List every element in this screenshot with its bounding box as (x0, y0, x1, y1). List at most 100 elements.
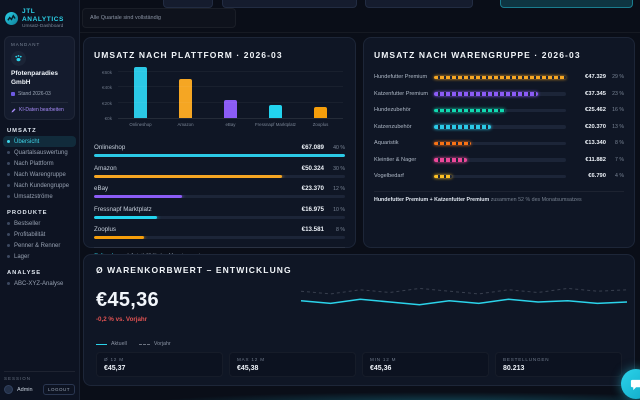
platform-bar-chart: €60k €40k €20k €0k Onlineshop Amazon eBay Fres… (94, 67, 345, 137)
app-subtitle: Umsatz-Dashboard (22, 23, 64, 29)
sidebar-item-nach-warengruppe[interactable]: Nach Warengruppe (3, 169, 76, 180)
bar-chart-column (208, 67, 253, 118)
sidebar: JTL ANALYTICS Umsatz-Dashboard MANDANT P… (0, 0, 80, 400)
sidebar-item-übersicht[interactable]: Übersicht (3, 136, 76, 148)
warengruppe-bar-fill (434, 75, 566, 79)
platform-chart-y-axis: €60k €40k €20k €0k (94, 67, 115, 122)
nav-bullet-icon (7, 184, 10, 188)
mandant-company-name: Pfotenparadies GmbH (11, 70, 58, 86)
platform-row[interactable]: eBay €23.370 12 % (94, 185, 345, 198)
sidebar-item-abc-xyz-analyse[interactable]: ABC-XYZ-Analyse (3, 278, 76, 289)
y-axis-tick-label: €60k (102, 69, 112, 75)
warengruppe-row[interactable]: Vogelbedarf €6.790 4 % (374, 168, 624, 185)
stat-value: €45,36 (370, 365, 392, 372)
platform-row[interactable]: Amazon €50.324 30 % (94, 165, 345, 178)
warengruppe-label: Vogelbedarf (374, 173, 404, 180)
platform-label: Zooplus (94, 226, 117, 233)
bar[interactable] (314, 107, 327, 118)
chat-fab-button[interactable] (621, 369, 640, 399)
sidebar-item-label: Quartalsauswertung (14, 149, 68, 156)
trend-line-aktuell (300, 298, 628, 306)
warengruppe-row[interactable]: Katzenfutter Premium €37.345 23 % (374, 86, 624, 103)
warengruppe-percent: 29 % (612, 74, 624, 81)
edit-data-link[interactable]: KI-Daten bearbeiten (11, 102, 68, 113)
status-pill: Alle Quartale sind vollständig (82, 8, 236, 28)
bar[interactable] (179, 79, 192, 118)
platform-label: eBay (94, 185, 109, 192)
warengruppe-bar-fill (434, 158, 467, 162)
warengruppe-bar-track (434, 75, 566, 79)
chat-bubble-icon (630, 379, 640, 390)
mandant-stand: Stand 2026-03 (11, 91, 68, 97)
bar[interactable] (134, 67, 147, 118)
warengruppe-footnote-rest: zusammen 52 % des Monatsumsatzes (489, 196, 582, 203)
sidebar-item-profitabilität[interactable]: Profitabilität (3, 229, 76, 240)
bar[interactable] (224, 100, 237, 118)
warengruppe-bar-fill (434, 92, 539, 96)
stat-label: MAX 12 M (237, 357, 265, 362)
warengruppe-percent: 23 % (612, 90, 624, 97)
warengruppe-label: Katzenfutter Premium (374, 90, 429, 97)
warengruppe-value: €47.329 (585, 74, 606, 81)
warengruppe-value: €11.882 (585, 156, 606, 163)
warengruppe-row-list: Hundefutter Premium €47.329 29 % Katzenf… (374, 69, 624, 185)
warengruppe-bar-track (434, 174, 566, 178)
warengruppe-percent: 8 % (615, 140, 624, 147)
sidebar-item-bestseller[interactable]: Bestseller (3, 218, 76, 229)
platform-bar-track (94, 215, 345, 219)
basket-stats-row: Ø 12 M €45,37 MAX 12 M €45,38 MIN 12 M €… (96, 352, 622, 377)
basket-delta: -0,2 % vs. Vorjahr (96, 316, 148, 323)
nav-bullet-icon (7, 244, 10, 248)
stat-tile: BESTELLUNGEN 80.213 (495, 352, 622, 377)
top-edge-tab-active[interactable] (500, 0, 633, 8)
sidebar-item-nach-kundengruppe[interactable]: Nach Kundengruppe (3, 180, 76, 191)
warengruppe-row[interactable]: Kleintier & Nager €11.882 7 % (374, 152, 624, 169)
warengruppe-row[interactable]: Hundezubehör €25.462 16 % (374, 102, 624, 119)
top-edge-tab-1[interactable] (163, 0, 213, 8)
sidebar-item-penner-renner[interactable]: Penner & Renner (3, 240, 76, 251)
sidebar-item-umsatzströme[interactable]: Umsatzströme (3, 191, 76, 202)
nav-bullet-icon (7, 195, 10, 199)
top-edge-tab-3[interactable] (365, 0, 473, 8)
gridline (118, 86, 343, 87)
platform-percent: 30 % (333, 165, 345, 172)
warengruppe-row[interactable]: Aquaristik €13.340 8 % (374, 135, 624, 152)
bar-category-label: eBay (225, 122, 236, 127)
calendar-dot-icon (11, 92, 15, 97)
bar-chart-column (298, 67, 343, 118)
platform-row[interactable]: Zooplus €13.581 8 % (94, 226, 345, 239)
sidebar-section-title: UMSATZ (7, 128, 37, 135)
sidebar-item-nach-plattform[interactable]: Nach Plattform (3, 158, 76, 169)
platform-card-title: UMSATZ NACH PLATTFORM · 2026-03 (94, 50, 283, 60)
nav-bullet-icon (7, 282, 10, 286)
platform-row[interactable]: Onlineshop €67.089 40 % (94, 144, 345, 157)
basket-card: Ø WARENKORBWERT – ENTWICKLUNG €45,36 -0,… (83, 254, 635, 386)
warengruppe-row[interactable]: Katzenzubehör €20.370 13 % (374, 119, 624, 136)
warengruppe-bar-track (434, 125, 566, 129)
sidebar-item-label: Lager (14, 253, 30, 260)
top-edge-tab-2[interactable] (222, 0, 357, 8)
bottom-glow (150, 392, 640, 400)
bar[interactable] (269, 105, 282, 118)
platform-bar-track (94, 154, 345, 157)
platform-row-list: Onlineshop €67.089 40 % Amazon €50.324 3… (94, 144, 345, 239)
nav-bullet-icon (7, 255, 10, 259)
sidebar-section: ANALYSE ABC-XYZ-Analyse (0, 267, 79, 289)
legend-item-aktuell[interactable]: Aktuell (96, 341, 127, 347)
sidebar-item-quartalsauswertung[interactable]: Quartalsauswertung (3, 147, 76, 158)
platform-row[interactable]: Fressnapf Marktplatz €16.975 10 % (94, 206, 345, 219)
avatar (4, 385, 13, 394)
sidebar-item-lager[interactable]: Lager (3, 251, 76, 262)
warengruppe-label: Katzenzubehör (374, 123, 412, 130)
legend-item-vorjahr[interactable]: Vorjahr (138, 341, 171, 347)
logout-button[interactable]: LOGOUT (42, 384, 75, 395)
sidebar-item-label: Nach Kundengruppe (14, 182, 70, 189)
app-logo-icon (5, 12, 18, 26)
nav-bullet-icon (7, 222, 10, 226)
platform-label: Onlineshop (94, 144, 126, 151)
warengruppe-value: €20.370 (585, 123, 606, 130)
bar-chart-column (118, 67, 163, 118)
warengruppe-row[interactable]: Hundefutter Premium €47.329 29 % (374, 69, 624, 86)
sidebar-section-title: ANALYSE (7, 270, 42, 277)
warengruppe-bar-fill (434, 174, 453, 178)
